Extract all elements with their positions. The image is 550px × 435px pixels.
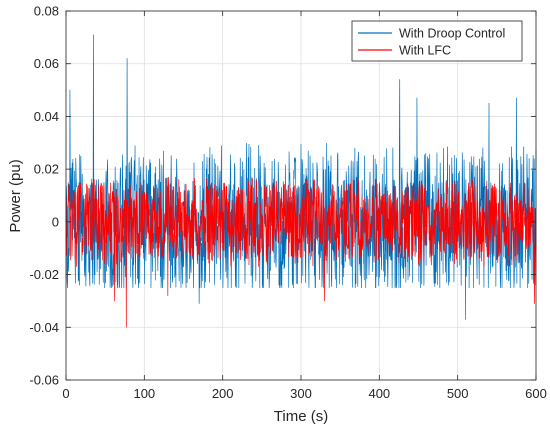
x-tick-label: 300 <box>290 386 312 401</box>
y-tick-label: 0.08 <box>34 4 59 19</box>
y-tick-label: 0.04 <box>34 109 59 124</box>
x-tick-label: 400 <box>368 386 390 401</box>
y-axis-label: Power (pu) <box>7 159 24 232</box>
x-tick-label: 100 <box>133 386 155 401</box>
x-tick-label: 0 <box>62 386 69 401</box>
y-tick-label: -0.02 <box>29 267 59 282</box>
legend: With Droop Control With LFC <box>351 20 523 62</box>
ticks: 0 100 200 300 400 500 600 -0.06 -0.04 -0.02 0 0.02 0… <box>29 4 546 402</box>
y-tick-label: -0.06 <box>29 373 59 388</box>
y-tick-label: 0 <box>52 214 59 229</box>
y-tick-label: 0.06 <box>34 56 59 71</box>
x-tick-label: 200 <box>212 386 234 401</box>
legend-label: With Droop Control <box>399 27 505 41</box>
y-tick-label: -0.04 <box>29 320 59 335</box>
series-line-lfc <box>65 176 537 328</box>
legend-label: With LFC <box>399 44 451 58</box>
x-tick-label: 500 <box>447 386 469 401</box>
x-axis-label: Time (s) <box>274 408 328 425</box>
x-tick-label: 600 <box>525 386 547 401</box>
series-layer <box>65 34 537 328</box>
legend-box <box>351 20 523 62</box>
y-tick-label: 0.02 <box>34 162 59 177</box>
